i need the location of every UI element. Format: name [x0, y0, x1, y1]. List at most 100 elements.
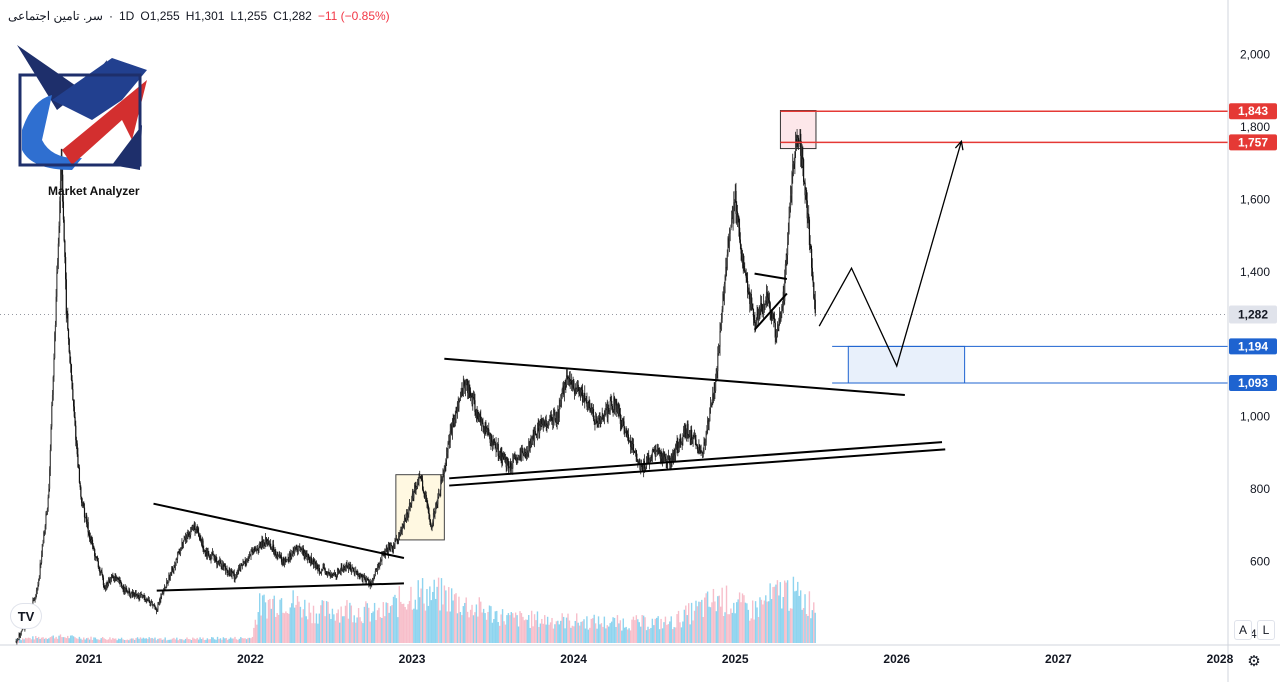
volume-bar [160, 638, 162, 643]
trend-line[interactable] [444, 357, 905, 396]
ohlc-open: O1,255 [140, 9, 179, 23]
projection-path[interactable] [818, 141, 963, 368]
volume-bar [378, 607, 380, 643]
candle-body [598, 418, 600, 419]
volume-bar [395, 598, 398, 643]
volume-bar [719, 606, 722, 643]
candle-body [507, 458, 509, 462]
gear-icon[interactable]: ⚙ [1247, 653, 1261, 670]
volume-bar [20, 640, 22, 643]
candle-body [336, 574, 338, 576]
candle-body [50, 426, 52, 451]
candle-body [751, 303, 753, 308]
candle-body [117, 577, 119, 580]
symbol-name[interactable]: سر. تامین اجتماعی [8, 9, 103, 23]
x-tick-label: 2022 [237, 652, 264, 666]
candle-body [743, 265, 745, 269]
volume-bar [322, 600, 325, 643]
volume-bar [619, 620, 622, 643]
candle-body [728, 238, 730, 247]
candle-body [374, 574, 376, 577]
volume-bar [144, 638, 146, 643]
candle-body [458, 400, 460, 409]
candle-body [492, 439, 494, 445]
candle-body [702, 452, 704, 455]
candle-body [523, 454, 525, 456]
candle-body [621, 421, 623, 426]
candle-body [381, 553, 383, 561]
trend-line[interactable] [754, 272, 788, 281]
volume-bar [583, 619, 585, 643]
interval-label[interactable]: 1D [119, 9, 135, 23]
trend-line[interactable] [753, 292, 788, 331]
candle-body [218, 562, 220, 565]
log-scale-button[interactable]: L [1257, 620, 1275, 640]
trend-line[interactable] [156, 582, 404, 592]
candle-body [760, 303, 762, 309]
candle-body [510, 467, 512, 471]
volume-bar [514, 612, 517, 643]
candle-body [543, 421, 545, 428]
candle-body [335, 575, 337, 577]
candle-body [656, 449, 659, 452]
volume-bar [227, 639, 229, 643]
volume-bar [536, 611, 539, 643]
candle-body [223, 566, 225, 568]
candle-body [482, 422, 484, 427]
candle-body [435, 502, 438, 504]
volume-bar [251, 636, 254, 643]
candle-body [310, 557, 312, 564]
volume-bar [468, 617, 470, 643]
candle-body [383, 551, 385, 553]
auto-scale-button[interactable]: A [1234, 620, 1252, 640]
candle-body [243, 561, 246, 564]
candle-body [711, 402, 713, 404]
candle-body [525, 453, 527, 454]
candle-body [306, 553, 308, 560]
volume-bar [381, 617, 383, 643]
volume-bar [206, 638, 209, 643]
candle-body [485, 428, 488, 432]
volume-bar [781, 608, 783, 643]
candle-body [148, 599, 150, 602]
volume-bar [373, 602, 376, 643]
candle-body [260, 543, 262, 547]
trend-line[interactable] [449, 448, 946, 487]
volume-bar [360, 621, 363, 643]
support-box[interactable] [847, 345, 966, 384]
candle-body [137, 594, 139, 599]
candle-body [701, 451, 703, 453]
candle-body [54, 324, 57, 333]
candle-body [744, 268, 746, 273]
candle-body [517, 459, 519, 461]
candle-body [232, 572, 234, 573]
volume-bar [794, 591, 796, 643]
candle-body [51, 395, 54, 406]
volume-bar [237, 639, 239, 643]
volume-bar [746, 603, 748, 643]
volume-bar [498, 625, 501, 643]
candle-body [729, 230, 731, 234]
candle-body [97, 561, 99, 568]
volume-bar [96, 639, 98, 643]
trend-line[interactable] [153, 502, 405, 560]
volume-bar [321, 600, 323, 643]
candle-body [678, 441, 680, 449]
volume-bar [535, 620, 537, 643]
candle-body [474, 400, 476, 413]
volume-bar [91, 639, 94, 643]
trend-line[interactable] [449, 441, 943, 480]
candle-body [414, 485, 416, 490]
candle-body [686, 423, 688, 434]
volume-bar [245, 639, 248, 643]
volume-bar [606, 625, 608, 643]
candle-body [264, 543, 266, 546]
candle-body [405, 518, 407, 521]
candle-body [813, 282, 815, 299]
tradingview-logo[interactable]: TV [11, 604, 41, 628]
candle-body [288, 552, 291, 560]
candle-body [33, 599, 35, 600]
candle-body [311, 562, 313, 564]
